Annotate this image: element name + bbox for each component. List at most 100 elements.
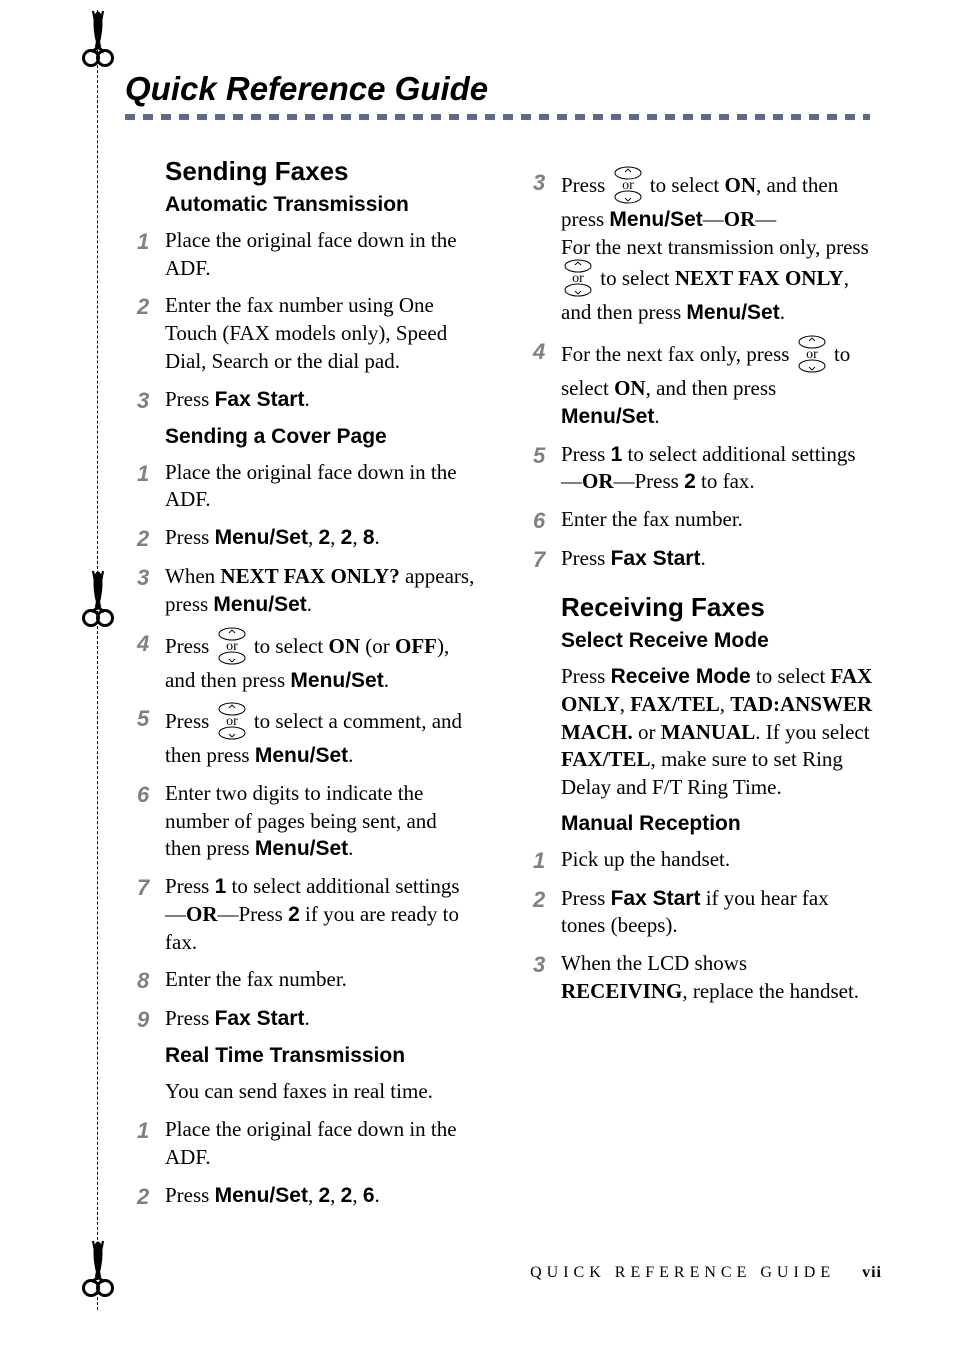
step-text: Place the original face down in the ADF.: [165, 1116, 477, 1171]
subsection-heading: Manual Reception: [521, 812, 873, 836]
step-number: 3: [125, 386, 165, 415]
step-text: Press Menu/Set, 2, 2, 8.: [165, 524, 477, 553]
step: 7 Press 1 to select additional settings …: [125, 873, 477, 956]
svg-text:or: or: [572, 271, 584, 286]
step-number: 5: [521, 441, 561, 496]
step-number: 1: [125, 459, 165, 514]
step-number: 8: [125, 966, 165, 995]
step: 2 Press Menu/Set, 2, 2, 8.: [125, 524, 477, 553]
svg-text:or: or: [226, 639, 238, 654]
up-down-or-icon: or: [563, 259, 593, 297]
step-text: Enter the fax number using One Touch (FA…: [165, 292, 477, 375]
section-heading: Receiving Faxes: [521, 592, 873, 623]
up-down-or-icon: or: [613, 166, 643, 204]
scissors-icon: [78, 10, 118, 70]
up-down-or-icon: or: [217, 702, 247, 740]
step-number: 6: [125, 780, 165, 863]
step-text: Press or to select a comment, and then p…: [165, 704, 477, 770]
step-text: Press or to select ON (or OFF), and then…: [165, 629, 477, 695]
section-heading: Sending Faxes: [125, 156, 477, 187]
svg-text:or: or: [622, 178, 634, 193]
paragraph: You can send faxes in real time.: [125, 1078, 477, 1106]
step-number: 2: [125, 1182, 165, 1211]
step-text: Enter the fax number.: [561, 506, 873, 535]
svg-text:or: or: [806, 347, 818, 362]
page-title: Quick Reference Guide: [125, 70, 885, 108]
step: 1 Place the original face down in the AD…: [125, 459, 477, 514]
step-text: For the next fax only, press or to selec…: [561, 337, 873, 430]
step: 2 Press Menu/Set, 2, 2, 6.: [125, 1182, 477, 1211]
step-text: Enter two digits to indicate the number …: [165, 780, 477, 863]
step-number: 2: [125, 524, 165, 553]
step-text: Press Fax Start.: [561, 545, 873, 574]
scissors-icon: [78, 570, 118, 630]
step-number: 5: [125, 704, 165, 770]
step-number: 4: [521, 337, 561, 430]
step-text: Press Menu/Set, 2, 2, 6.: [165, 1182, 477, 1211]
step-text: Press 1 to select additional settings —O…: [561, 441, 873, 496]
step-number: 9: [125, 1005, 165, 1034]
step-number: 1: [125, 227, 165, 282]
step: 1 Place the original face down in the AD…: [125, 227, 477, 282]
svg-text:or: or: [226, 714, 238, 729]
up-down-or-icon: or: [797, 335, 827, 373]
step-text: When NEXT FAX ONLY? appears, press Menu/…: [165, 563, 477, 618]
step: 6 Enter two digits to indicate the numbe…: [125, 780, 477, 863]
step-text: When the LCD shows RECEIVING, replace th…: [561, 950, 873, 1005]
page-footer: QUICK REFERENCE GUIDE vii: [530, 1264, 882, 1282]
scissors-icon: [78, 1240, 118, 1305]
step-number: 2: [125, 292, 165, 375]
step-number: 7: [125, 873, 165, 956]
step: 4 For the next fax only, press or to sel…: [521, 337, 873, 430]
columns: Sending Faxes Automatic Transmission 1 Pl…: [125, 156, 885, 1221]
step-text: Enter the fax number.: [165, 966, 477, 995]
step-text: Press Fax Start.: [165, 386, 477, 415]
step: 2 Enter the fax number using One Touch (…: [125, 292, 477, 375]
step: 8 Enter the fax number.: [125, 966, 477, 995]
step-text: Press 1 to select additional settings —O…: [165, 873, 477, 956]
step: 5 Press or to select a comment, and then…: [125, 704, 477, 770]
right-column: 3 Press or to select ON, and then press …: [521, 156, 873, 1221]
step-text: Place the original face down in the ADF.: [165, 459, 477, 514]
step-number: 3: [521, 950, 561, 1005]
paragraph: Press Receive Mode to select FAX ONLY, F…: [521, 663, 873, 802]
cut-dashed-line: [97, 10, 98, 1310]
step: 4 Press or to select ON (or OFF), and th…: [125, 629, 477, 695]
step: 3 Press Fax Start.: [125, 386, 477, 415]
step: 1 Place the original face down in the AD…: [125, 1116, 477, 1171]
step: 3 When NEXT FAX ONLY? appears, press Men…: [125, 563, 477, 618]
scissors-icon: [78, 10, 118, 75]
subsection-heading: Sending a Cover Page: [125, 425, 477, 449]
step-number: 1: [521, 846, 561, 875]
page-content: Quick Reference Guide Sending Faxes Autom…: [125, 70, 885, 1221]
step-text: Press or to select ON, and then press Me…: [561, 168, 873, 327]
step-number: 1: [125, 1116, 165, 1171]
step: 7 Press Fax Start.: [521, 545, 873, 574]
step: 1 Pick up the handset.: [521, 846, 873, 875]
step-number: 2: [521, 885, 561, 940]
step: 3 Press or to select ON, and then press …: [521, 168, 873, 327]
step-text: Place the original face down in the ADF.: [165, 227, 477, 282]
footer-label: QUICK REFERENCE GUIDE: [530, 1264, 835, 1281]
footer-page-number: vii: [862, 1264, 882, 1281]
step: 5 Press 1 to select additional settings …: [521, 441, 873, 496]
step-text: Press Fax Start.: [165, 1005, 477, 1034]
step: 9 Press Fax Start.: [125, 1005, 477, 1034]
step-number: 3: [125, 563, 165, 618]
scissors-icon: [78, 570, 118, 635]
step-number: 3: [521, 168, 561, 327]
subsection-heading: Automatic Transmission: [125, 193, 477, 217]
up-down-or-icon: or: [217, 627, 247, 665]
step-text: Press Fax Start if you hear fax tones (b…: [561, 885, 873, 940]
step-number: 7: [521, 545, 561, 574]
left-column: Sending Faxes Automatic Transmission 1 Pl…: [125, 156, 477, 1221]
subsection-heading: Real Time Transmission: [125, 1044, 477, 1068]
step: 6 Enter the fax number.: [521, 506, 873, 535]
subsection-heading: Select Receive Mode: [521, 629, 873, 653]
step-number: 6: [521, 506, 561, 535]
step-number: 4: [125, 629, 165, 695]
step: 2 Press Fax Start if you hear fax tones …: [521, 885, 873, 940]
title-rule: [125, 114, 870, 120]
step-text: Pick up the handset.: [561, 846, 873, 875]
step: 3 When the LCD shows RECEIVING, replace …: [521, 950, 873, 1005]
